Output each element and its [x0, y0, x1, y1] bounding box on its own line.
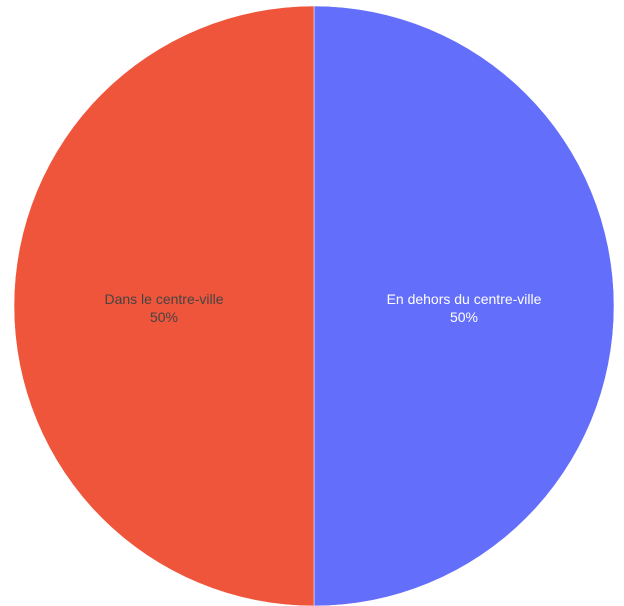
labels-group: En dehors du centre-ville 50% Dans le cent… [104, 291, 541, 325]
slice-percent-0: 50% [450, 309, 478, 325]
slice-label-1: Dans le centre-ville [104, 291, 223, 307]
slice-percent-1: 50% [150, 309, 178, 325]
slices-group [13, 5, 615, 606]
pie-slice-1[interactable] [13, 5, 315, 606]
slice-label-0: En dehors du centre-ville [387, 291, 542, 307]
pie-slice-0[interactable] [313, 5, 615, 606]
